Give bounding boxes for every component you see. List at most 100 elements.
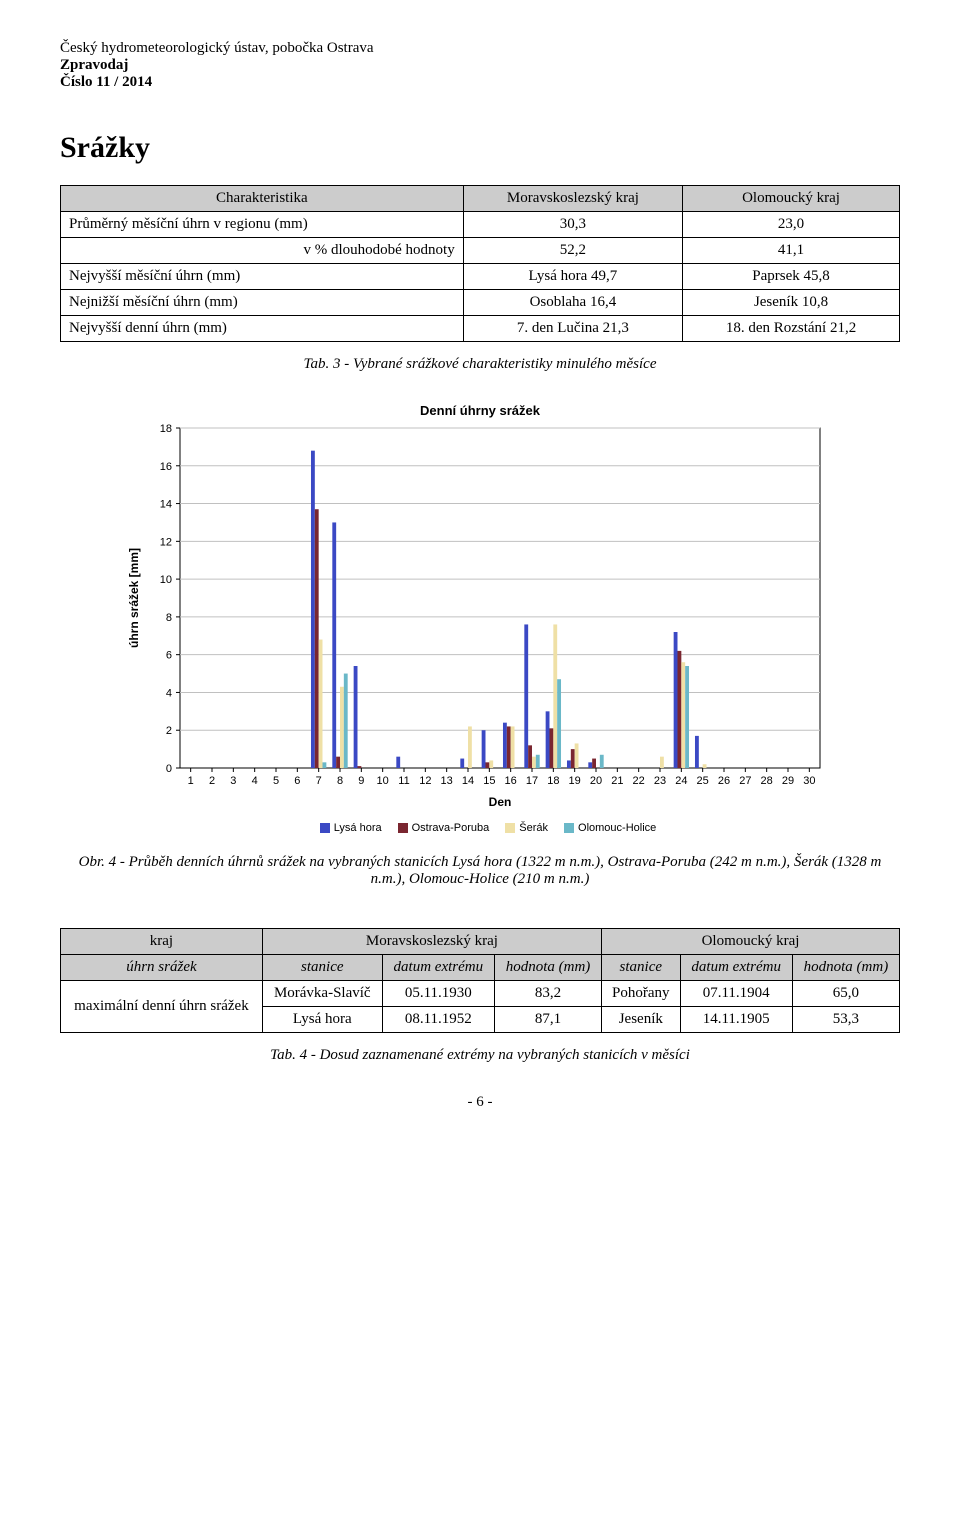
svg-text:úhrn srážek [mm]: úhrn srážek [mm]: [127, 548, 141, 648]
table-cell: Nejvyšší denní úhrn (mm): [61, 316, 464, 342]
th-hodnota2: hodnota (mm): [792, 955, 899, 981]
extremes-table: kraj Moravskoslezský kraj Olomoucký kraj…: [60, 928, 900, 1033]
svg-text:18: 18: [160, 423, 172, 435]
svg-text:7: 7: [316, 775, 322, 787]
svg-text:18: 18: [547, 775, 559, 787]
svg-text:6: 6: [294, 775, 300, 787]
th-hodnota1: hodnota (mm): [494, 955, 601, 981]
svg-text:16: 16: [505, 775, 517, 787]
bar-chart: 024681012141618úhrn srážek [mm]123456789…: [120, 418, 840, 818]
svg-text:11: 11: [398, 775, 409, 787]
svg-text:29: 29: [782, 775, 794, 787]
page-number: - 6 -: [60, 1094, 900, 1111]
figure-caption: Obr. 4 - Průběh denních úhrnů srážek na …: [60, 854, 900, 888]
svg-text:12: 12: [419, 775, 431, 787]
svg-text:16: 16: [160, 461, 172, 473]
chart-legend: Lysá hora Ostrava-Poruba Šerák Olomouc-Holi…: [60, 822, 900, 834]
svg-text:14: 14: [160, 499, 172, 511]
svg-text:3: 3: [230, 775, 236, 787]
row-label: maximální denní úhrn srážek: [61, 981, 263, 1033]
table-cell: 08.11.1952: [382, 1007, 494, 1033]
legend-swatch: [398, 823, 408, 833]
legend-swatch: [564, 823, 574, 833]
svg-text:25: 25: [697, 775, 709, 787]
svg-text:2: 2: [209, 775, 215, 787]
th-charakteristika: Charakteristika: [61, 186, 464, 212]
svg-text:5: 5: [273, 775, 279, 787]
table-cell: Nejvyšší měsíční úhrn (mm): [61, 264, 464, 290]
svg-text:8: 8: [166, 612, 172, 624]
th-uhrn: úhrn srážek: [61, 955, 263, 981]
svg-text:2: 2: [166, 725, 172, 737]
header-institute: Český hydrometeorologický ústav, pobočka…: [60, 40, 900, 57]
th-msk2: Moravskoslezský kraj: [262, 929, 601, 955]
table-cell: 18. den Rozstání 21,2: [683, 316, 900, 342]
svg-text:27: 27: [739, 775, 751, 787]
header-publication: Zpravodaj: [60, 57, 900, 74]
legend-swatch: [320, 823, 330, 833]
chart-container: Denní úhrny srážek 024681012141618úhrn s…: [60, 403, 900, 834]
table-cell: v % dlouhodobé hodnoty: [61, 238, 464, 264]
svg-text:21: 21: [611, 775, 623, 787]
svg-text:20: 20: [590, 775, 602, 787]
svg-text:19: 19: [569, 775, 581, 787]
legend-label: Šerák: [519, 822, 548, 834]
section-title: Srážky: [60, 131, 900, 165]
th-stanice1: stanice: [262, 955, 382, 981]
th-datum2: datum extrému: [680, 955, 792, 981]
table-cell: 65,0: [792, 981, 899, 1007]
svg-text:Den: Den: [489, 795, 512, 809]
svg-text:12: 12: [160, 536, 172, 548]
legend-swatch: [505, 823, 515, 833]
svg-text:1: 1: [188, 775, 194, 787]
header-issue: Číslo 11 / 2014: [60, 74, 900, 91]
th-msk: Moravskoslezský kraj: [463, 186, 682, 212]
table-cell: 7. den Lučina 21,3: [463, 316, 682, 342]
svg-text:14: 14: [462, 775, 474, 787]
legend-label: Olomouc-Holice: [578, 822, 656, 834]
table-cell: Morávka-Slavíč: [262, 981, 382, 1007]
svg-text:10: 10: [160, 574, 172, 586]
legend-label: Lysá hora: [334, 822, 382, 834]
table-cell: Lysá hora 49,7: [463, 264, 682, 290]
table-cell: Průměrný měsíční úhrn v regionu (mm): [61, 212, 464, 238]
th-stanice2: stanice: [602, 955, 681, 981]
table-cell: 52,2: [463, 238, 682, 264]
svg-text:15: 15: [483, 775, 495, 787]
table1-caption: Tab. 3 - Vybrané srážkové charakteristik…: [60, 356, 900, 373]
table-cell: 41,1: [683, 238, 900, 264]
svg-text:4: 4: [252, 775, 258, 787]
table-cell: Pohořany: [602, 981, 681, 1007]
table-cell: 05.11.1930: [382, 981, 494, 1007]
svg-text:10: 10: [377, 775, 389, 787]
th-kraj: kraj: [61, 929, 263, 955]
svg-text:23: 23: [654, 775, 666, 787]
th-ol2: Olomoucký kraj: [602, 929, 900, 955]
svg-text:22: 22: [633, 775, 645, 787]
table-cell: 30,3: [463, 212, 682, 238]
table-cell: Jeseník: [602, 1007, 681, 1033]
table2-caption: Tab. 4 - Dosud zaznamenané extrémy na vy…: [60, 1047, 900, 1064]
svg-text:8: 8: [337, 775, 343, 787]
table-cell: 23,0: [683, 212, 900, 238]
svg-text:28: 28: [761, 775, 773, 787]
table-cell: 83,2: [494, 981, 601, 1007]
table-cell: Osoblaha 16,4: [463, 290, 682, 316]
legend-label: Ostrava-Poruba: [412, 822, 490, 834]
th-datum1: datum extrému: [382, 955, 494, 981]
table-cell: Nejnižší měsíční úhrn (mm): [61, 290, 464, 316]
characteristics-table: Charakteristika Moravskoslezský kraj Olo…: [60, 185, 900, 342]
svg-text:30: 30: [803, 775, 815, 787]
svg-text:26: 26: [718, 775, 730, 787]
table-cell: 07.11.1904: [680, 981, 792, 1007]
table-cell: Paprsek 45,8: [683, 264, 900, 290]
table-cell: 53,3: [792, 1007, 899, 1033]
table-cell: Lysá hora: [262, 1007, 382, 1033]
table-cell: Jeseník 10,8: [683, 290, 900, 316]
chart-title: Denní úhrny srážek: [60, 403, 900, 418]
svg-text:0: 0: [166, 763, 172, 775]
svg-text:17: 17: [526, 775, 538, 787]
th-ol: Olomoucký kraj: [683, 186, 900, 212]
svg-text:13: 13: [441, 775, 453, 787]
svg-text:24: 24: [675, 775, 687, 787]
